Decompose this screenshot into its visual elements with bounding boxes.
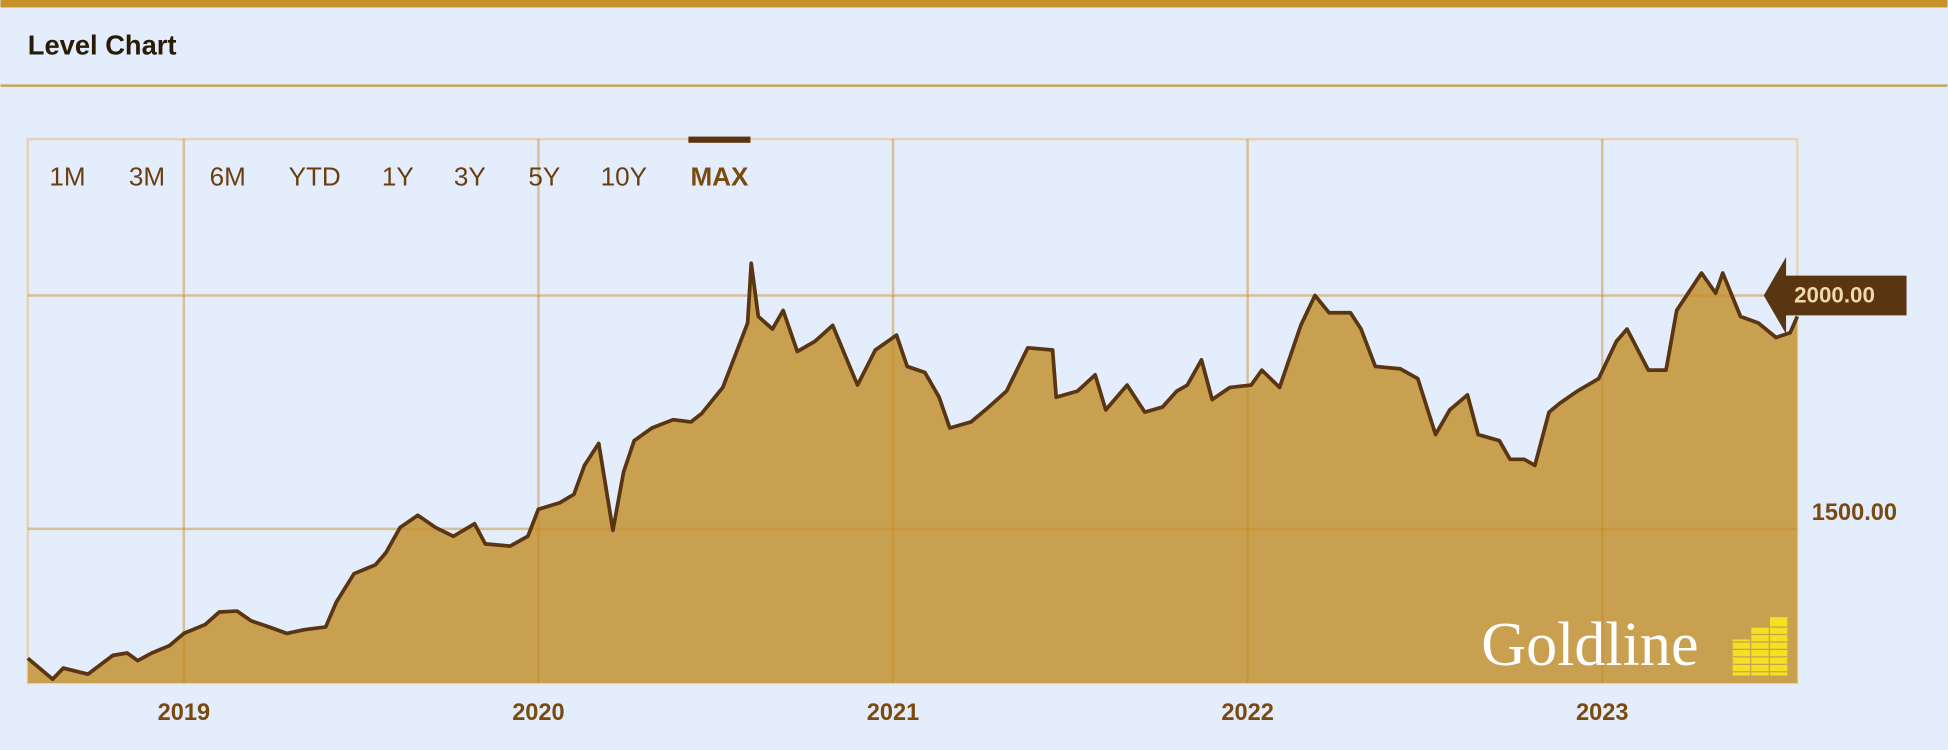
logo-bar <box>1769 617 1788 676</box>
price-line <box>26 261 1799 682</box>
range-button[interactable]: 5Y <box>528 162 560 192</box>
x-tick-label: 2021 <box>867 699 919 725</box>
range-button[interactable]: YTD <box>289 162 341 192</box>
price-marker <box>1763 256 1907 334</box>
y-tick-label: 1500.00 <box>1812 499 1897 525</box>
logo-bar <box>1751 627 1769 676</box>
range-button[interactable]: 1M <box>49 162 85 192</box>
range-button[interactable]: MAX <box>690 162 749 192</box>
x-tick-label: 2020 <box>512 699 564 725</box>
y-tick-label: 2000.00 <box>1794 283 1875 308</box>
top-bar <box>0 0 1948 8</box>
range-button[interactable]: 3M <box>129 162 165 192</box>
logo-icon <box>1732 617 1788 676</box>
selected-indicator <box>688 136 751 143</box>
area-fill <box>27 263 1798 683</box>
range-button[interactable]: 6M <box>210 162 246 192</box>
x-tick-label: 2019 <box>158 699 210 725</box>
range-button[interactable]: 3Y <box>454 162 486 192</box>
range-button[interactable]: 1Y <box>382 162 414 192</box>
chart-title: Level Chart <box>28 29 177 60</box>
watermark: Goldline <box>1481 611 1698 679</box>
range-button[interactable]: 10Y <box>601 162 647 192</box>
x-tick-label: 2022 <box>1221 699 1273 725</box>
x-tick-label: 2023 <box>1576 699 1628 725</box>
